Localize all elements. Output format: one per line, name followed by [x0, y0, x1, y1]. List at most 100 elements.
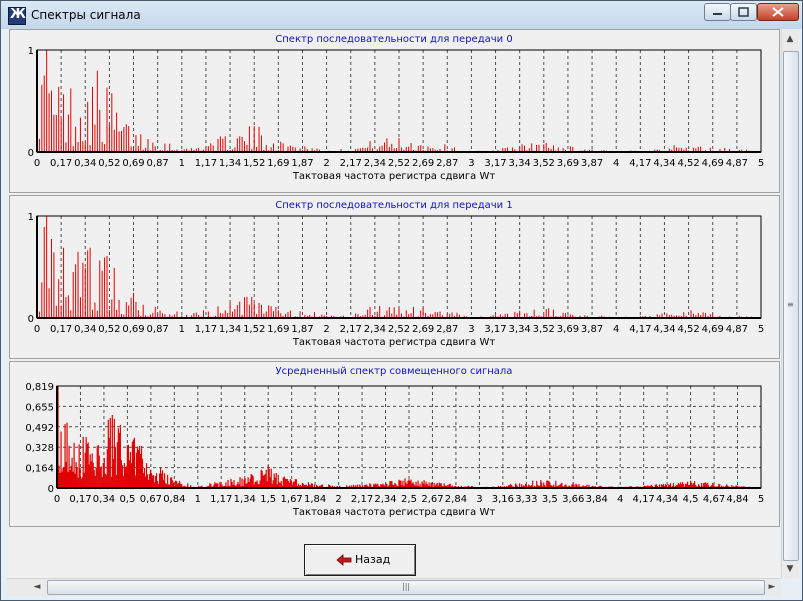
x-tick-label: 0	[54, 494, 60, 505]
x-tick-label: 0,17	[69, 494, 91, 505]
x-tick-label: 2,69	[412, 324, 434, 335]
x-tick-label: 4	[613, 158, 619, 169]
scroll-up-icon[interactable]: ▲	[786, 34, 794, 44]
close-button[interactable]	[757, 3, 799, 21]
x-tick-label: 2,87	[436, 324, 458, 335]
spectrum-chart-2: Усредненный спектр совмещенного сигнала 0…	[25, 366, 764, 518]
x-tick-label: 3,5	[542, 494, 558, 505]
x-tick-label: 4,34	[653, 158, 675, 169]
y-tick-label: 0	[48, 484, 54, 495]
x-tick-label: 2	[323, 324, 329, 335]
data-series	[36, 216, 755, 318]
x-tick-label: 1	[179, 158, 185, 169]
x-tick-label: 1,17	[210, 494, 232, 505]
x-tick-label: 4,52	[677, 324, 699, 335]
back-button[interactable]: Назад	[304, 544, 416, 576]
vertical-scrollbar[interactable]: ▲ ≡ ▼	[781, 29, 799, 578]
x-tick-label: 0,84	[163, 494, 185, 505]
x-tick-label: 4,69	[702, 158, 724, 169]
x-tick-label: 0,67	[140, 494, 162, 505]
chart-panel-1: Спектр последовательности для передачи 1…	[9, 195, 780, 359]
app-icon[interactable]: Ж	[8, 7, 26, 25]
y-tick-label: 0,655	[25, 402, 54, 413]
x-tick-label: 4,5	[683, 494, 699, 505]
x-tick-label: 5	[758, 494, 764, 505]
x-tick-label: 3,87	[581, 324, 603, 335]
x-tick-label: 2,69	[412, 158, 434, 169]
scroll-right-icon[interactable]: ►	[768, 582, 776, 592]
x-tick-label: 3,84	[586, 494, 608, 505]
vertical-scroll-thumb[interactable]: ≡	[783, 51, 799, 561]
x-tick-label: 1,84	[304, 494, 326, 505]
x-tick-label: 2	[323, 158, 329, 169]
y-tick-label: 0	[28, 314, 34, 325]
x-tick-label: 1,34	[219, 158, 241, 169]
scroll-left-icon[interactable]: ◄	[33, 582, 41, 592]
arrow-left-icon	[336, 554, 352, 566]
back-button-label: Назад	[355, 553, 391, 566]
x-tick-label: 2,87	[436, 158, 458, 169]
x-tick-label: 3	[468, 324, 474, 335]
scroll-down-icon[interactable]: ▼	[786, 564, 794, 574]
minimize-icon	[713, 13, 722, 15]
x-axis-label: Тактовая частота регистра сдвига Wт	[292, 337, 496, 348]
x-tick-label: 4,17	[629, 324, 651, 335]
maximize-button[interactable]	[730, 3, 757, 21]
x-tick-label: 0,17	[50, 158, 72, 169]
x-tick-label: 3	[476, 494, 482, 505]
x-tick-label: 4	[617, 494, 623, 505]
x-tick-label: 2,34	[374, 494, 396, 505]
chart-title: Усредненный спектр совмещенного сигнала	[276, 366, 513, 377]
x-tick-label: 0,34	[74, 158, 96, 169]
y-tick-label: 1	[28, 212, 34, 223]
x-tick-label: 2,17	[340, 324, 362, 335]
x-axis-label: Тактовая частота регистра сдвига Wт	[292, 507, 496, 518]
x-tick-label: 5	[758, 158, 764, 169]
y-tick-label: 0,492	[25, 423, 54, 434]
x-tick-label: 0	[34, 158, 40, 169]
x-tick-label: 2,52	[388, 324, 410, 335]
x-tick-label: 2	[335, 494, 341, 505]
vertical-grip-icon: ≡	[787, 300, 794, 309]
x-tick-label: 2,17	[340, 158, 362, 169]
x-tick-label: 1,69	[267, 324, 289, 335]
data-series	[56, 386, 757, 488]
x-tick-label: 2,17	[351, 494, 373, 505]
horizontal-grip-icon: |||	[402, 582, 411, 591]
y-tick-label: 0,328	[25, 443, 54, 454]
close-icon	[772, 7, 784, 17]
chart-title: Спектр последовательности для передачи 1	[275, 200, 512, 211]
horizontal-scrollbar[interactable]: ◄ ||| ►	[7, 578, 781, 596]
x-tick-label: 4,34	[656, 494, 678, 505]
y-tick-label: 0	[28, 148, 34, 159]
spectrum-chart-1: Спектр последовательности для передачи 1…	[28, 200, 765, 348]
x-tick-label: 3,17	[484, 158, 506, 169]
x-tick-label: 3,34	[509, 158, 531, 169]
data-series	[36, 50, 757, 152]
x-tick-label: 1,52	[243, 158, 265, 169]
x-tick-label: 0,34	[74, 324, 96, 335]
title-bar[interactable]: Ж Спектры сигнала	[1, 1, 802, 29]
x-tick-label: 4,17	[633, 494, 655, 505]
x-tick-label: 0,69	[122, 158, 144, 169]
x-tick-label: 3,87	[581, 158, 603, 169]
x-tick-label: 1,87	[291, 324, 313, 335]
x-tick-label: 2,34	[364, 324, 386, 335]
x-tick-label: 3,66	[562, 494, 584, 505]
minimize-button[interactable]	[704, 3, 731, 21]
x-tick-label: 3,33	[515, 494, 537, 505]
x-tick-label: 1,34	[219, 324, 241, 335]
x-tick-label: 4,69	[702, 324, 724, 335]
x-tick-label: 0,87	[147, 158, 169, 169]
chart-title: Спектр последовательности для передачи 0	[275, 34, 512, 45]
horizontal-scroll-thumb[interactable]: |||	[47, 580, 765, 595]
x-tick-label: 1,67	[281, 494, 303, 505]
chart-panel-0: Спектр последовательности для передачи 0…	[9, 29, 780, 193]
x-tick-label: 3,34	[509, 324, 531, 335]
x-tick-label: 1,5	[260, 494, 276, 505]
x-tick-label: 4,52	[677, 158, 699, 169]
x-tick-label: 4	[613, 324, 619, 335]
x-tick-label: 1,52	[243, 324, 265, 335]
y-tick-label: 0,164	[25, 464, 54, 475]
x-tick-label: 2,52	[388, 158, 410, 169]
